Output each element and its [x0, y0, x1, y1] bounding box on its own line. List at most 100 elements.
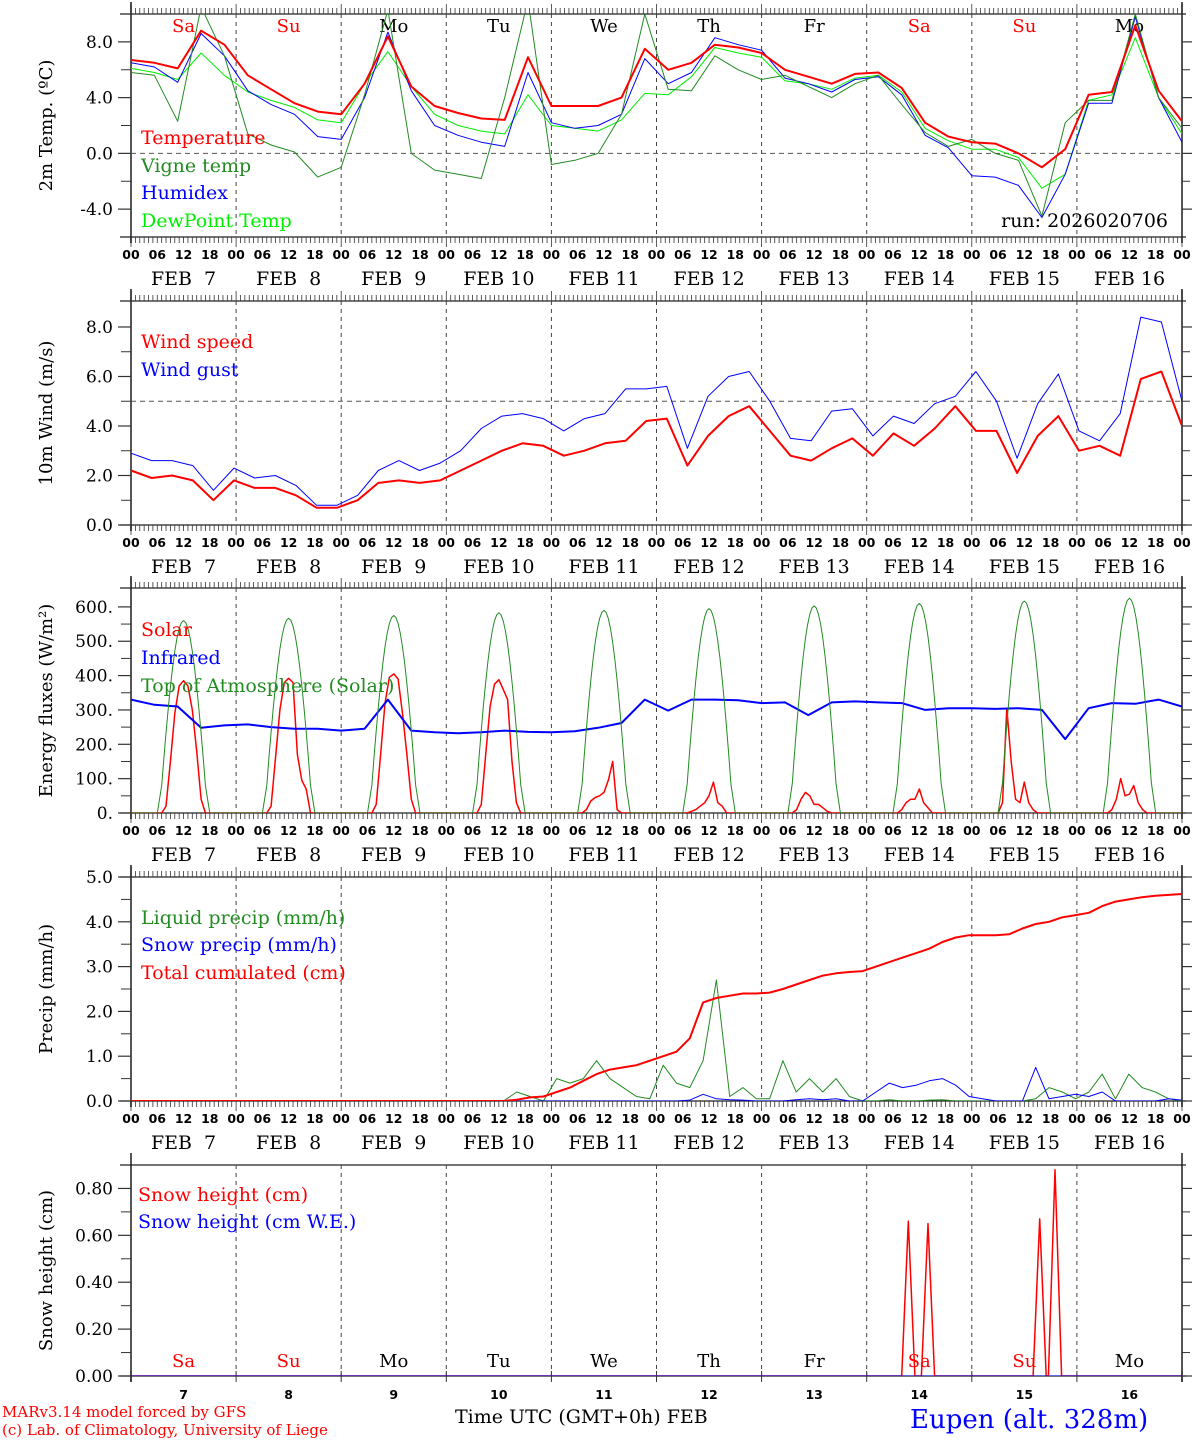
hour-label: 00 [648, 247, 666, 262]
y-tick-label: 0.0 [86, 144, 113, 164]
legend-entry: Humidex [141, 182, 228, 204]
hour-label: 00 [648, 1111, 666, 1126]
hour-label: 00 [227, 535, 245, 550]
hour-label: 00 [122, 823, 140, 838]
hour-label: 00 [1173, 247, 1191, 262]
day-of-week-label: Sa [908, 1351, 931, 1372]
date-label: FEB 8 [256, 1132, 321, 1154]
hour-label: 18 [201, 247, 218, 262]
date-label: FEB 11 [568, 1132, 639, 1154]
day-number: 15 [1016, 1387, 1033, 1402]
hour-label: 18 [1042, 535, 1059, 550]
hour-label: 12 [595, 1111, 612, 1126]
hour-label: 00 [1068, 1111, 1086, 1126]
date-label: FEB 13 [779, 268, 850, 290]
hour-label: 12 [385, 1111, 402, 1126]
legend-entry: Total cumulated (cm) [141, 962, 346, 984]
plot-area [131, 316, 1182, 509]
hour-label: 18 [1147, 823, 1164, 838]
day-number: 10 [490, 1387, 508, 1402]
hour-label: 12 [805, 1111, 822, 1126]
hour-label: 00 [1068, 247, 1086, 262]
y-tick-label: 4.0 [86, 913, 113, 933]
legend-entry: DewPoint Temp [141, 210, 292, 232]
day-of-week-label: Tu [487, 1351, 511, 1372]
day-number: 8 [284, 1387, 293, 1402]
hour-label: 06 [1094, 1111, 1112, 1126]
hour-label: 06 [254, 1111, 272, 1126]
hour-label: 06 [884, 1111, 902, 1126]
hour-label: 18 [832, 823, 849, 838]
date-label: FEB 16 [1094, 268, 1165, 290]
date-label: FEB 14 [884, 556, 955, 578]
hour-label: 06 [674, 823, 692, 838]
hour-label: 00 [648, 535, 666, 550]
date-label: FEB 7 [151, 268, 216, 290]
hour-label: 06 [149, 1111, 167, 1126]
legend-entry: Temperature [141, 127, 265, 149]
y-tick-label: 0.0 [86, 516, 113, 536]
hour-label: 18 [622, 1111, 639, 1126]
date-label: FEB 13 [779, 844, 850, 866]
hour-label: 00 [963, 1111, 981, 1126]
hour-label: 18 [201, 823, 218, 838]
model-credit: MARv3.14 model forced by GFS [2, 1403, 246, 1421]
y-axis-label: 2m Temp. (ºC) [36, 60, 57, 192]
date-label: FEB 15 [989, 556, 1060, 578]
hour-label: 00 [753, 535, 771, 550]
date-label: FEB 11 [568, 844, 639, 866]
hour-label: 06 [149, 535, 167, 550]
hour-label: 18 [516, 1111, 533, 1126]
day-number: 13 [805, 1387, 822, 1402]
hour-label: 06 [674, 535, 692, 550]
hour-label: 12 [280, 1111, 297, 1126]
hour-label: 12 [1121, 823, 1138, 838]
day-of-week-label: Fr [804, 16, 825, 37]
day-number: 14 [911, 1387, 929, 1402]
date-label: FEB 13 [779, 1132, 850, 1154]
hour-label: 12 [175, 247, 192, 262]
hour-label: 18 [622, 823, 639, 838]
y-tick-label: 8.0 [86, 33, 113, 53]
panel-wind: 8.0 6.0 4.0 2.0 0.0 10m Wind (m/s) 00 06 12 18 FEB… [36, 289, 1192, 578]
day-of-week-label: Su [277, 1351, 301, 1372]
hour-label: 12 [911, 247, 928, 262]
hour-label: 18 [411, 535, 428, 550]
hour-label: 06 [779, 535, 797, 550]
y-tick-label: 6.0 [86, 367, 113, 387]
hour-label: 06 [569, 247, 587, 262]
hour-label: 18 [727, 535, 744, 550]
hour-label: 06 [464, 1111, 482, 1126]
y-axis-label: Energy fluxes (W/m²) [36, 604, 57, 798]
hour-label: 18 [832, 535, 849, 550]
hour-label: 06 [254, 247, 272, 262]
hour-label: 00 [438, 1111, 456, 1126]
day-of-week-label: We [590, 1351, 618, 1372]
hour-label: 00 [963, 823, 981, 838]
hour-label: 18 [306, 247, 323, 262]
hour-label: 18 [411, 247, 428, 262]
legend-entry: Infrared [141, 647, 221, 669]
hour-label: 12 [700, 823, 717, 838]
hour-label: 18 [937, 1111, 954, 1126]
hour-label: 12 [175, 1111, 192, 1126]
hour-label: 12 [595, 247, 612, 262]
date-label: FEB 15 [989, 1132, 1060, 1154]
date-label: FEB 15 [989, 268, 1060, 290]
date-label: FEB 12 [673, 1132, 744, 1154]
hour-label: 00 [543, 823, 561, 838]
lab-credit: (c) Lab. of Climatology, University of L… [2, 1421, 328, 1439]
hour-label: 12 [805, 535, 822, 550]
hour-label: 18 [516, 823, 533, 838]
hour-label: 06 [884, 247, 902, 262]
day-number: 16 [1121, 1387, 1139, 1402]
hour-label: 00 [1068, 823, 1086, 838]
series-wind-speed-line [131, 370, 1182, 509]
hour-label: 06 [779, 823, 797, 838]
hour-label: 18 [1147, 247, 1164, 262]
y-tick-label: 4.0 [86, 89, 113, 109]
date-label: FEB 8 [256, 556, 321, 578]
hour-label: 00 [858, 823, 876, 838]
y-tick-label: 400. [75, 667, 113, 687]
